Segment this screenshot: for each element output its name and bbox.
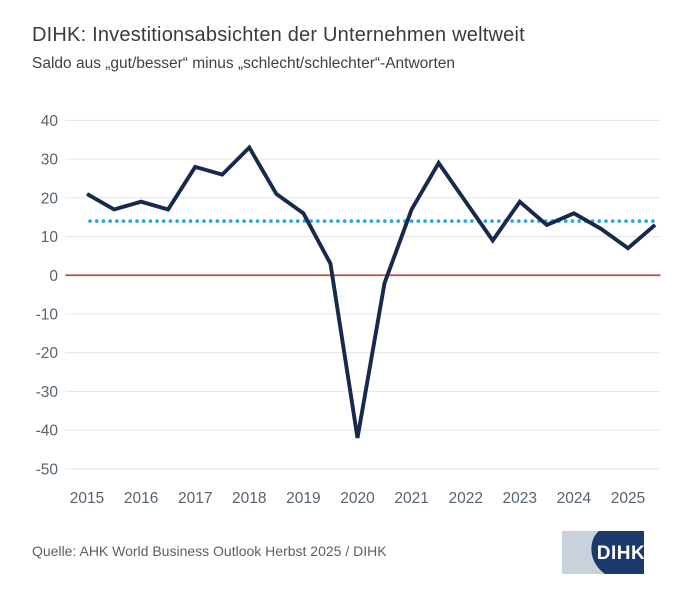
y-tick-label: 30 (41, 152, 59, 169)
chart-subtitle: Saldo aus „gut/besser“ minus „schlecht/s… (32, 55, 455, 72)
x-tick-label: 2018 (232, 490, 266, 507)
x-tick-label: 2022 (448, 490, 482, 507)
x-tick-label: 2021 (394, 490, 428, 507)
x-tick-label: 2024 (557, 490, 592, 507)
y-tick-label: -30 (36, 384, 59, 401)
chart-title: DIHK: Investitionsabsichten der Unterneh… (32, 24, 525, 46)
y-tick-label: 40 (41, 113, 59, 130)
logo-navy-panel (591, 531, 644, 574)
source-text: Quelle: AHK World Business Outlook Herbs… (32, 543, 387, 559)
x-tick-label: 2017 (178, 490, 212, 507)
y-tick-label: -50 (36, 461, 59, 478)
x-tick-label: 2023 (503, 490, 537, 507)
y-tick-label: 20 (41, 190, 59, 207)
x-tick-label: 2016 (124, 490, 158, 507)
x-tick-label: 2015 (70, 490, 104, 507)
y-tick-label: -10 (36, 307, 59, 324)
x-tick-label: 2020 (340, 490, 375, 507)
y-tick-label: 0 (49, 268, 58, 285)
logo-wordmark: DIHK (597, 543, 644, 564)
series-line (86, 144, 657, 439)
y-tick-label: -20 (36, 345, 59, 362)
x-tick-label: 2019 (286, 490, 320, 507)
y-tick-label: 10 (41, 229, 59, 246)
y-tick-label: -40 (36, 423, 59, 440)
dihk-logo: DIHK (562, 531, 644, 574)
x-tick-label: 2025 (611, 490, 645, 507)
